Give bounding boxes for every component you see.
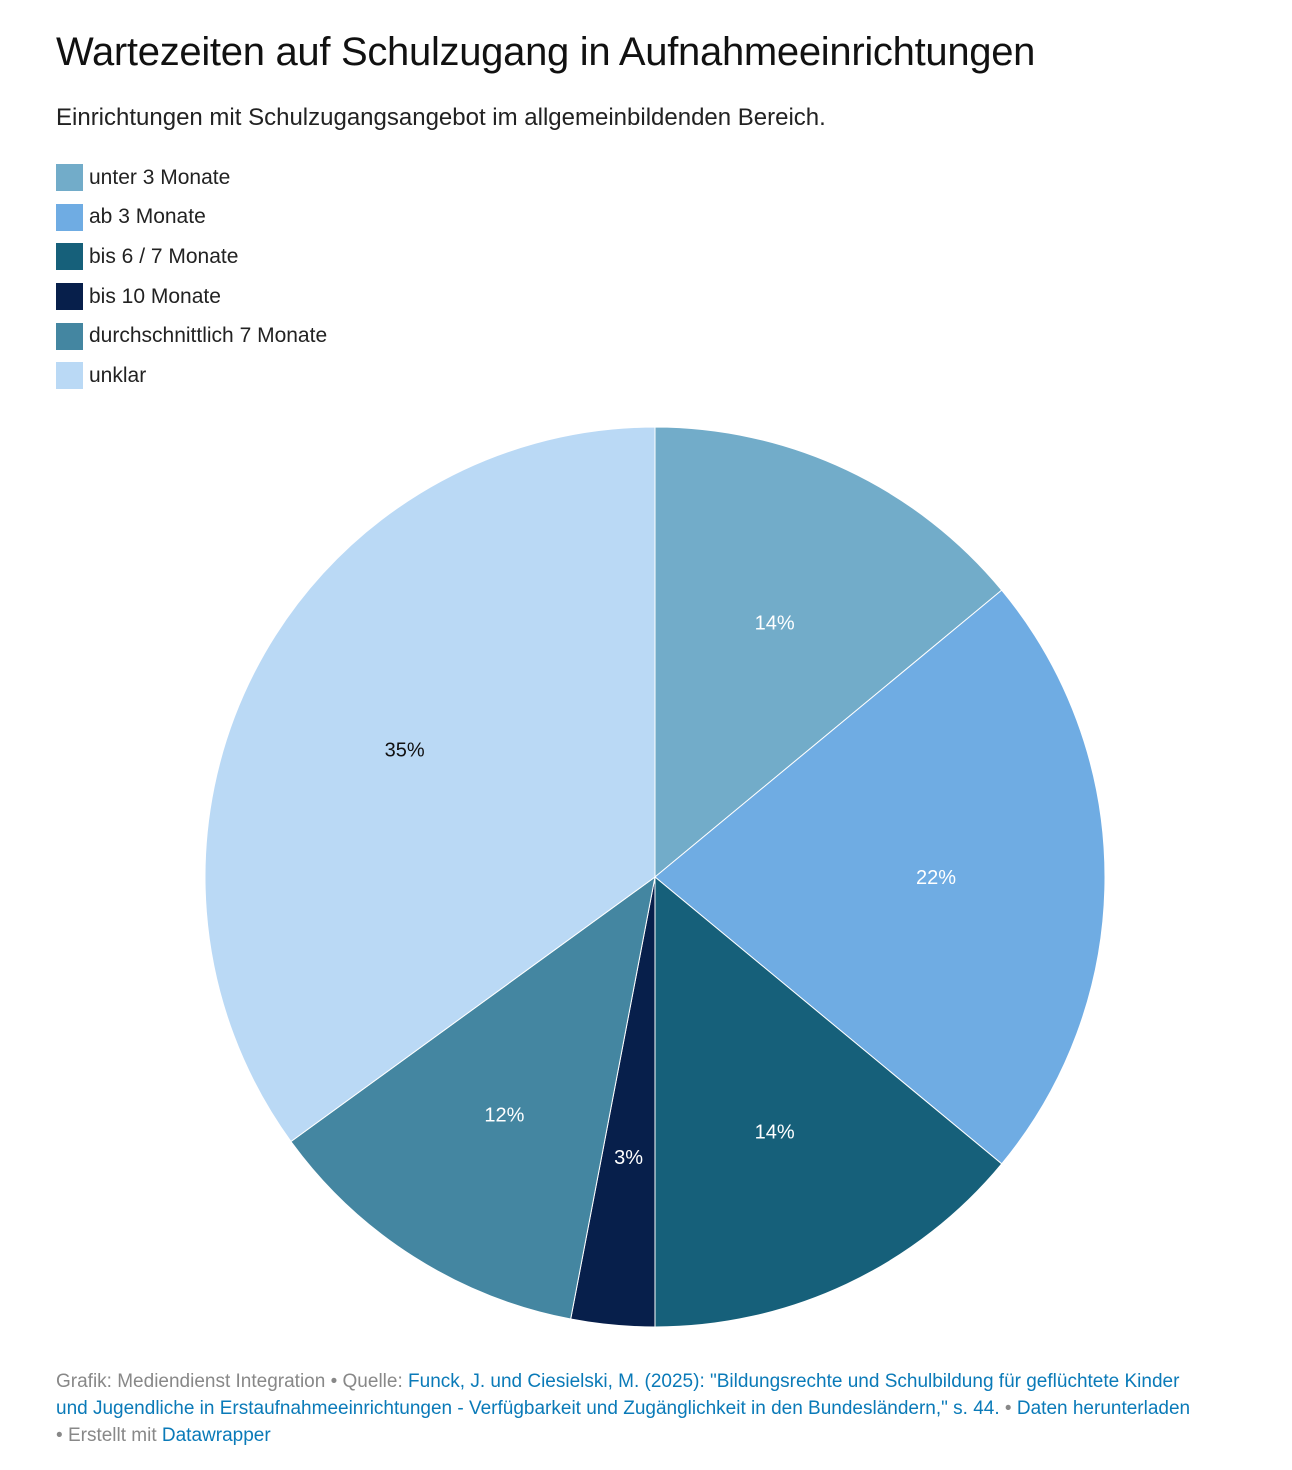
legend-label: unklar [89,363,147,387]
separator: • [999,1398,1017,1419]
legend-label: bis 6 / 7 Monate [89,244,239,268]
legend: unter 3 Monate ab 3 Monate bis 6 / 7 Mon… [56,158,327,396]
legend-label: durchschnittlich 7 Monate [89,324,328,348]
slice-label: 3% [614,1147,643,1169]
legend-item: bis 10 Monate [56,277,327,317]
legend-item: durchschnittlich 7 Monate [56,316,327,356]
legend-item: unter 3 Monate [56,158,327,198]
slice-label: 12% [484,1104,524,1126]
download-data-link[interactable]: Daten herunterladen [1016,1398,1191,1419]
chart-title: Wartezeiten auf Schulzugang in Aufnahmee… [56,30,1036,74]
legend-swatch [56,362,83,390]
datawrapper-link[interactable]: Datawrapper [161,1425,271,1446]
graphic-credit: Grafik: Mediendienst Integration [56,1371,326,1392]
created-with-label: Erstellt mit [67,1425,162,1446]
legend-swatch [56,164,83,192]
legend-item: unklar [56,356,327,396]
slice-label: 14% [755,1121,795,1143]
legend-swatch [56,243,83,271]
legend-item: bis 6 / 7 Monate [56,237,327,277]
separator: • [56,1425,68,1446]
source-link[interactable]: Funck, J. und Ciesielski, M. (2025): "Bi… [56,1371,1180,1419]
legend-item: ab 3 Monate [56,198,327,238]
legend-label: bis 10 Monate [89,284,221,308]
pie-slice [204,426,656,1143]
legend-label: ab 3 Monate [89,205,206,229]
pie-slice [290,875,656,1320]
legend-swatch [56,203,83,231]
source-label: Quelle: [342,1371,409,1392]
slice-label: 35% [385,739,425,761]
pie-slice [654,426,1003,879]
slice-label: 14% [755,613,795,635]
pie-slice [654,589,1106,1165]
slice-label: 22% [916,867,956,889]
pie-chart: 14% 22% 14% 3% 12% 35% [204,426,1106,1328]
legend-swatch [56,322,83,350]
legend-label: unter 3 Monate [89,165,231,189]
footer: Grafik: Mediendienst Integration • Quell… [56,1368,1196,1449]
legend-swatch [56,283,83,311]
pie-slice [654,875,1003,1328]
separator: • [325,1371,343,1392]
chart-subtitle: Einrichtungen mit Schulzugangsangebot im… [56,104,826,131]
